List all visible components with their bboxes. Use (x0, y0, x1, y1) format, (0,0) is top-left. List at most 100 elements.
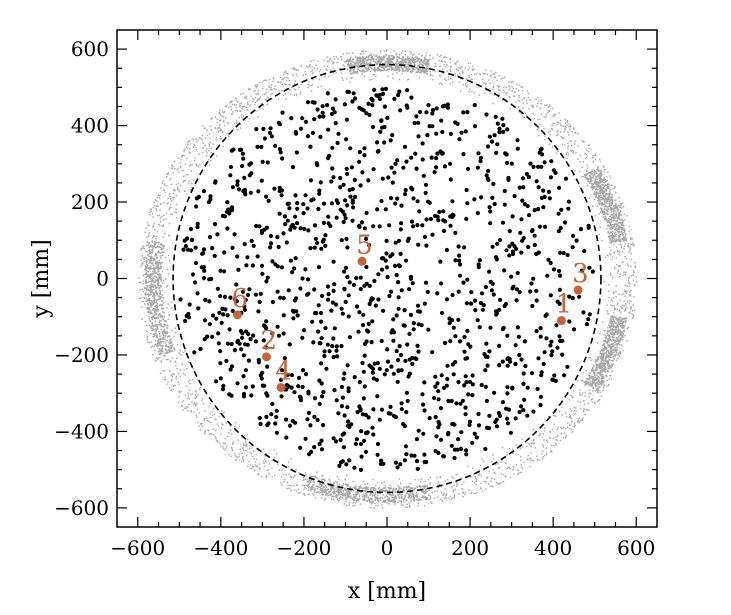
ring-point (490, 480, 492, 482)
ring-point (490, 93, 493, 95)
ring-point (604, 330, 607, 332)
ring-point (612, 336, 614, 339)
ring-point (527, 92, 530, 95)
ring-point (599, 178, 602, 181)
ring-point (493, 472, 495, 474)
ring-point (567, 153, 570, 155)
ring-point (222, 446, 224, 448)
ring-point (155, 329, 158, 332)
ring-point (483, 480, 485, 483)
ring-point (457, 60, 459, 62)
ring-point (336, 498, 339, 501)
ring-point (373, 68, 375, 71)
ring-point (158, 289, 160, 292)
ring-point (321, 485, 323, 487)
ring-point (186, 157, 188, 160)
ring-point (569, 428, 571, 430)
ring-point (610, 228, 612, 230)
ring-point (159, 297, 161, 300)
ring-point (630, 229, 632, 231)
ring-point (405, 491, 408, 494)
ring-point (614, 350, 617, 352)
ring-point (566, 157, 568, 159)
ring-point (492, 88, 494, 90)
ring-point (193, 160, 196, 162)
ring-point (587, 172, 590, 174)
ring-point (168, 193, 171, 195)
ring-point (352, 505, 354, 507)
ring-point (369, 492, 372, 494)
ring-point (561, 143, 564, 146)
ring-point (146, 221, 149, 224)
ring-point (349, 69, 352, 71)
ring-point (272, 80, 274, 82)
ring-point (352, 61, 355, 64)
ring-point (329, 69, 332, 71)
ring-point (625, 239, 628, 242)
ring-point (596, 389, 598, 391)
ring-point (354, 496, 357, 498)
ring-point (181, 405, 183, 407)
ring-point (266, 103, 269, 106)
ring-point (388, 56, 391, 58)
ring-point (382, 500, 385, 503)
ring-point (596, 374, 598, 377)
ring-point (230, 455, 232, 457)
ring-point (449, 58, 451, 60)
ring-point (326, 69, 328, 71)
ring-point (184, 374, 186, 376)
ring-point (159, 291, 162, 294)
ring-point (354, 497, 357, 499)
ring-point (404, 54, 407, 56)
ring-point (231, 103, 233, 106)
ring-point (633, 271, 635, 273)
ring-point (275, 88, 277, 90)
ring-point (593, 170, 596, 172)
ring-point (272, 77, 275, 79)
ring-point (351, 77, 353, 79)
ring-point (464, 492, 466, 494)
ring-point (347, 68, 349, 71)
ring-point (597, 358, 600, 360)
ring-point (544, 104, 546, 106)
ring-point (538, 434, 540, 437)
ring-point (171, 350, 174, 353)
ring-point (219, 442, 221, 444)
ring-point (355, 494, 358, 496)
ring-point (150, 274, 152, 276)
ring-point (156, 280, 158, 283)
ring-point (222, 145, 224, 148)
ring-point (564, 128, 566, 130)
ring-point (345, 497, 347, 499)
ring-point (586, 409, 588, 411)
ring-point (231, 100, 233, 102)
ring-point (320, 490, 323, 492)
ring-point (162, 351, 164, 353)
ring-point (368, 64, 370, 66)
ring-point (608, 198, 611, 201)
ring-point (218, 126, 220, 129)
ring-point (306, 480, 309, 483)
ring-point (156, 230, 158, 233)
ring-point (398, 487, 401, 490)
ring-point (572, 152, 574, 154)
ring-point (498, 483, 500, 486)
ring-point (617, 323, 619, 325)
ring-point (362, 494, 364, 496)
ring-point (407, 63, 409, 65)
ring-point (547, 111, 549, 113)
ring-point (598, 233, 600, 236)
ring-point (632, 304, 634, 306)
ring-point (599, 350, 602, 353)
ring-point (583, 400, 585, 402)
ring-point (375, 58, 377, 61)
ring-point (438, 83, 441, 85)
ring-point (251, 468, 253, 470)
ring-point (340, 58, 343, 61)
ring-point (634, 265, 636, 267)
ring-point (611, 351, 613, 354)
ring-point (153, 267, 155, 269)
ring-point (349, 492, 351, 494)
ring-point (483, 82, 485, 84)
ring-point (565, 435, 567, 437)
